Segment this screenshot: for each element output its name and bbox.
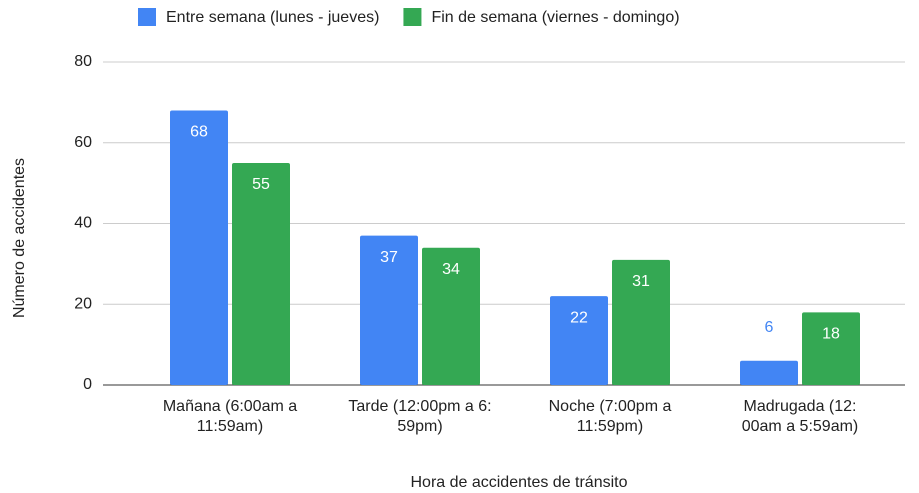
data-label: 55 <box>252 176 270 193</box>
bar <box>422 247 480 385</box>
legend-label: Fin de semana (viernes - domingo) <box>431 9 679 26</box>
y-tick-label: 0 <box>83 376 92 393</box>
legend-swatch <box>138 8 156 26</box>
x-tick-label: Noche (7:00pm a 11:59pm) <box>548 398 672 435</box>
data-label: 34 <box>442 261 460 278</box>
y-axis-title: Número de accidentes <box>11 158 28 318</box>
bar <box>802 312 860 385</box>
bar <box>740 360 798 385</box>
y-tick-label: 40 <box>74 215 92 232</box>
data-label: 22 <box>570 309 588 326</box>
y-tick-label: 80 <box>74 53 92 70</box>
legend-label: Entre semana (lunes - jueves) <box>166 9 379 26</box>
data-label: 31 <box>632 273 650 290</box>
x-tick-label: Madrugada (12: 00am a 5:59am) <box>741 398 859 435</box>
data-label: 68 <box>190 124 208 141</box>
bar <box>360 235 418 385</box>
x-tick-label: Tarde (12:00pm a 6: 59pm) <box>348 398 492 435</box>
legend-swatch <box>403 8 422 26</box>
data-label: 6 <box>765 319 774 336</box>
x-tick-label: Mañana (6:00am a 11:59am) <box>162 398 298 435</box>
bar <box>232 162 290 385</box>
bar <box>170 110 228 385</box>
data-label: 37 <box>380 249 398 266</box>
x-axis-title: Hora de accidentes de tránsito <box>410 474 627 491</box>
y-tick-label: 20 <box>74 295 92 312</box>
data-label: 18 <box>822 326 840 343</box>
bar <box>550 296 608 385</box>
bar <box>612 259 670 385</box>
y-tick-label: 60 <box>74 134 92 151</box>
